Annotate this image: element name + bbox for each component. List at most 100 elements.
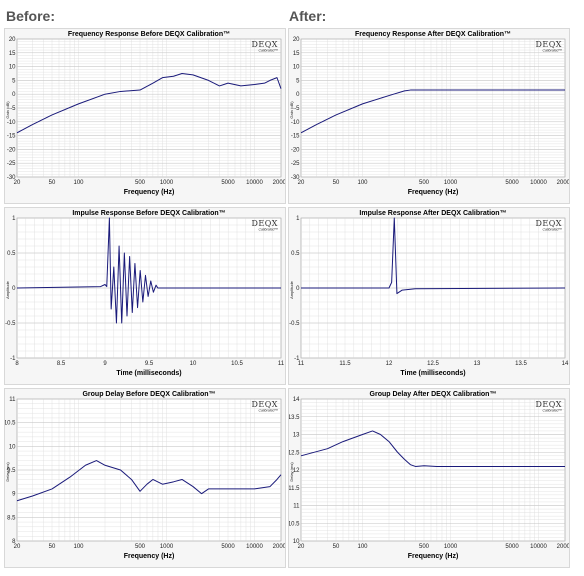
x-tick-label: 13.5	[515, 361, 527, 367]
y-tick-label: 12.5	[289, 450, 300, 456]
y-tick-label: 20	[9, 37, 16, 43]
series-line	[300, 89, 565, 134]
y-tick-label: -30	[7, 175, 16, 181]
x-tick-label: 12.5	[427, 361, 439, 367]
x-tick-label: 5000	[221, 180, 235, 186]
y-tick-label: 10.5	[289, 521, 300, 527]
x-tick-label: 500	[135, 544, 146, 550]
x-tick-label: 500	[419, 180, 430, 186]
deqx-logo: DEQX	[535, 40, 562, 49]
x-tick-label: 50	[333, 180, 340, 186]
series-line	[16, 217, 281, 324]
x-tick-label: 20	[298, 544, 305, 550]
y-tick-label: 14	[293, 397, 300, 403]
y-tick-label: 12	[293, 468, 300, 474]
x-tick-label: 100	[358, 544, 369, 550]
chart-panel-impulse-before: Impulse Response Before DEQX Calibration…	[4, 207, 286, 385]
deqx-logo-sub: Calibrated™	[543, 409, 562, 413]
y-tick-label: 5	[12, 78, 16, 84]
y-tick-label: -0.5	[289, 321, 300, 327]
chart-panel-frequency-before: Frequency Response Before DEQX Calibrati…	[4, 28, 286, 204]
y-axis-label: Delay (ms)	[5, 462, 10, 482]
y-tick-label: 1	[296, 216, 300, 222]
x-tick-label: 50	[333, 544, 340, 550]
deqx-logo: DEQX	[251, 40, 278, 49]
x-axis-label: Frequency (Hz)	[408, 189, 459, 196]
y-tick-label: 10.5	[5, 421, 16, 427]
y-tick-label: -15	[291, 134, 300, 140]
x-axis-label: Time (milliseconds)	[400, 370, 465, 377]
y-tick-label: 9	[12, 492, 16, 498]
chart-panel-group-delay-after: Group Delay After DEQX Calibration™ 20 50 1…	[288, 388, 570, 568]
deqx-logo: DEQX	[535, 400, 562, 409]
y-axis-label: Amplitude	[5, 280, 10, 299]
x-tick-label: 14	[562, 361, 569, 367]
chart-title: Impulse Response Before DEQX Calibration…	[72, 210, 225, 217]
y-tick-label: -10	[7, 120, 16, 126]
y-tick-label: 10	[293, 539, 300, 545]
x-tick-label: 5000	[221, 544, 235, 550]
x-axis-label: Frequency (Hz)	[408, 553, 459, 560]
y-tick-label: -25	[7, 161, 16, 167]
x-tick-label: 13	[474, 361, 481, 367]
x-tick-label: 20000	[557, 180, 569, 186]
x-tick-label: 500	[419, 544, 430, 550]
y-tick-label: -20	[291, 147, 300, 153]
y-tick-label: 0	[296, 286, 300, 292]
series-line	[16, 460, 282, 502]
x-axis-label: Frequency (Hz)	[124, 189, 175, 196]
y-tick-label: -1	[10, 356, 16, 362]
y-tick-label: -5	[294, 106, 300, 112]
series-line	[16, 73, 282, 134]
y-tick-label: 0.5	[291, 251, 300, 257]
x-tick-label: 50	[49, 544, 56, 550]
chart-title: Group Delay After DEQX Calibration™	[370, 391, 497, 398]
chart-svg: Group Delay Before DEQX Calibration™ 20 50…	[5, 391, 285, 560]
y-tick-label: 0	[12, 286, 16, 292]
deqx-logo: DEQX	[251, 219, 278, 228]
x-tick-label: 50	[49, 180, 56, 186]
x-tick-label: 20	[14, 544, 21, 550]
x-tick-label: 1000	[444, 544, 458, 550]
x-tick-label: 8.5	[57, 361, 66, 367]
y-axis-label: Amplitude	[289, 280, 294, 299]
chart-panel-group-delay-before: Group Delay Before DEQX Calibration™ 20 50…	[4, 388, 286, 568]
deqx-logo: DEQX	[251, 400, 278, 409]
y-tick-label: 15	[9, 51, 16, 57]
y-tick-label: 20	[293, 37, 300, 43]
x-tick-label: 100	[74, 180, 85, 186]
x-tick-label: 11	[278, 361, 285, 367]
x-tick-label: 8	[15, 361, 19, 367]
y-tick-label: 13	[293, 433, 300, 439]
x-tick-label: 20	[298, 180, 305, 186]
y-tick-label: -1	[294, 356, 300, 362]
y-tick-label: -15	[7, 134, 16, 140]
y-tick-label: -30	[291, 175, 300, 181]
x-tick-label: 10.5	[231, 361, 243, 367]
x-tick-label: 10000	[530, 544, 547, 550]
x-tick-label: 1000	[160, 180, 174, 186]
y-tick-label: 15	[293, 51, 300, 57]
x-tick-label: 9	[103, 361, 107, 367]
deqx-logo-sub: Calibrated™	[259, 409, 278, 413]
y-tick-label: 11.5	[289, 486, 300, 492]
y-tick-label: 0.5	[7, 251, 16, 257]
x-tick-label: 10000	[246, 180, 263, 186]
deqx-logo-sub: Calibrated™	[259, 49, 278, 53]
y-tick-label: -10	[291, 120, 300, 126]
x-tick-label: 10000	[246, 544, 263, 550]
y-tick-label: -5	[10, 106, 16, 112]
y-tick-label: 10	[9, 65, 16, 71]
x-tick-label: 12	[386, 361, 393, 367]
x-tick-label: 9.5	[145, 361, 154, 367]
y-tick-label: -0.5	[5, 321, 16, 327]
chart-title: Frequency Response After DEQX Calibratio…	[355, 31, 511, 38]
series-line	[300, 430, 565, 467]
chart-svg: Frequency Response After DEQX Calibratio…	[289, 31, 569, 196]
x-tick-label: 1000	[444, 180, 458, 186]
y-tick-label: 5	[296, 78, 300, 84]
x-tick-label: 100	[358, 180, 369, 186]
x-tick-label: 11.5	[339, 361, 351, 367]
y-axis-label: Delay (ms)	[289, 462, 294, 482]
y-tick-label: 8	[12, 539, 16, 545]
